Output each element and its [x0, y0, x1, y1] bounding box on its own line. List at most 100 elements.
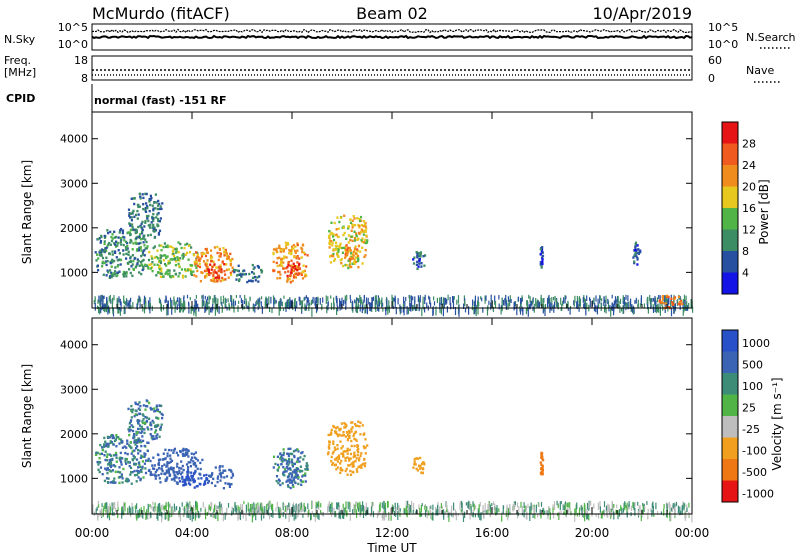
- echo-cell: [289, 472, 292, 475]
- echo-cell: [288, 458, 291, 461]
- echo-cell: [535, 504, 537, 513]
- echo-cell: [472, 299, 474, 306]
- echo-cell: [626, 512, 628, 518]
- echo-cell: [195, 500, 197, 508]
- echo-cell: [228, 468, 231, 472]
- echo-cell: [684, 303, 686, 311]
- echo-cell: [230, 295, 232, 302]
- echo-cell: [438, 509, 440, 515]
- echo-cell: [304, 303, 306, 311]
- echo-cell: [140, 444, 143, 448]
- echo-cell: [537, 301, 539, 307]
- echo-cell: [659, 301, 661, 309]
- y-tick-label: 1000: [60, 266, 88, 279]
- echo-cell: [242, 510, 244, 514]
- echo-cell: [259, 297, 261, 304]
- echo-cell: [524, 505, 526, 512]
- echo-cell: [344, 435, 348, 438]
- echo-cell: [563, 511, 565, 515]
- echo-cell: [567, 307, 569, 311]
- echo-cell: [414, 296, 416, 303]
- echo-cell: [185, 504, 187, 508]
- echo-cell: [279, 303, 281, 312]
- echo-cell: [381, 297, 383, 306]
- echo-cell: [174, 256, 177, 260]
- echo-cell: [283, 503, 285, 508]
- echo-cell: [187, 470, 190, 474]
- echo-cell: [155, 404, 158, 407]
- echo-cell: [291, 245, 294, 248]
- noise-right-tick-high: 10^5: [708, 21, 738, 34]
- echo-cell: [195, 301, 197, 311]
- echo-cell: [173, 247, 177, 251]
- echo-cell: [635, 297, 637, 304]
- echo-cell: [630, 298, 632, 307]
- power-echo-marks: [93, 192, 694, 317]
- echo-cell: [158, 202, 161, 206]
- echo-cell: [289, 249, 292, 252]
- echo-cell: [674, 303, 677, 311]
- echo-cell: [430, 505, 432, 510]
- echo-cell: [164, 254, 167, 257]
- echo-cell: [292, 470, 295, 473]
- echo-cell: [552, 506, 554, 514]
- echo-cell: [327, 302, 329, 311]
- noise-search-label: N.Search: [746, 31, 796, 44]
- echo-cell: [431, 512, 433, 521]
- echo-cell: [168, 269, 171, 272]
- echo-cell: [442, 298, 444, 305]
- echo-cell: [547, 512, 549, 520]
- echo-cell: [293, 480, 296, 483]
- x-tick-label: 20:00: [575, 526, 610, 540]
- echo-cell: [180, 298, 182, 305]
- echo-cell: [460, 509, 462, 513]
- echo-cell: [202, 301, 204, 307]
- echo-cell: [184, 479, 187, 482]
- echo-cell: [351, 257, 355, 260]
- echo-cell: [539, 509, 541, 515]
- echo-cell: [207, 270, 211, 274]
- echo-cell: [530, 303, 532, 307]
- echo-cell: [155, 437, 158, 440]
- echo-cell: [160, 472, 163, 475]
- echo-cell: [284, 458, 287, 462]
- echo-cell: [328, 242, 331, 245]
- echo-cell: [475, 307, 477, 316]
- echo-cell: [142, 306, 144, 312]
- echo-cell: [474, 505, 477, 510]
- echo-cell: [551, 297, 553, 305]
- echo-cell: [634, 501, 636, 507]
- echo-cell: [482, 505, 484, 514]
- echo-cell: [507, 508, 510, 516]
- echo-cell: [494, 295, 496, 302]
- echo-cell: [151, 226, 154, 229]
- echo-cell: [127, 507, 129, 515]
- echo-cell: [599, 295, 601, 301]
- echo-cell: [638, 249, 641, 253]
- echo-cell: [562, 300, 564, 306]
- echo-cell: [131, 274, 134, 277]
- echo-cell: [342, 226, 345, 229]
- echo-cell: [334, 448, 337, 452]
- echo-cell: [317, 296, 319, 306]
- echo-cell: [541, 299, 543, 308]
- echo-cell: [114, 481, 117, 484]
- echo-cell: [542, 507, 544, 512]
- echo-cell: [131, 263, 134, 266]
- echo-cell: [507, 513, 509, 521]
- echo-cell: [148, 226, 152, 229]
- echo-cell: [141, 467, 144, 470]
- echo-cell: [280, 463, 283, 466]
- echo-cell: [606, 505, 608, 514]
- echo-cell: [189, 465, 192, 468]
- echo-cell: [176, 297, 179, 302]
- x-tick-label: 00:00: [75, 526, 110, 540]
- echo-cell: [541, 452, 544, 455]
- echo-cell: [634, 251, 637, 255]
- echo-cell: [141, 268, 144, 272]
- echo-cell: [452, 512, 455, 518]
- echo-cell: [179, 472, 182, 476]
- echo-cell: [144, 247, 147, 250]
- echo-cell: [109, 269, 112, 272]
- echo-cell: [230, 470, 233, 473]
